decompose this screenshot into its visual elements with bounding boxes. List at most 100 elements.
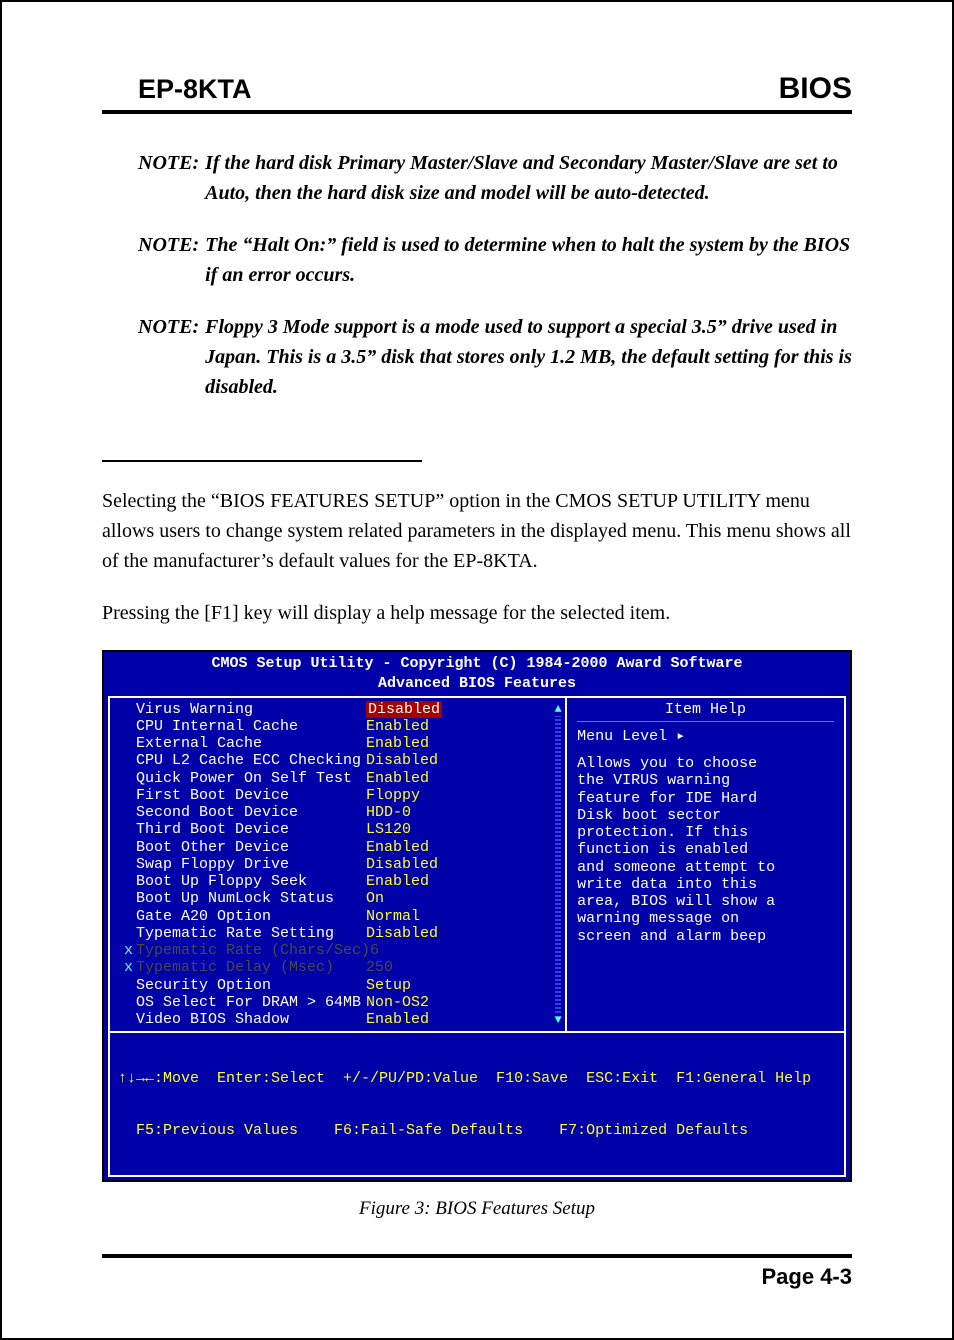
help-line: area, BIOS will show a [577, 893, 834, 910]
setting-value[interactable]: Enabled [366, 873, 429, 890]
setting-label: Security Option [136, 977, 366, 994]
row-prefix [124, 925, 136, 942]
note-item: NOTE: If the hard disk Primary Master/Sl… [138, 148, 852, 208]
setting-label: External Cache [136, 735, 366, 752]
row-prefix [124, 804, 136, 821]
setting-value[interactable]: Non-OS2 [366, 994, 429, 1011]
note-body: The “Halt On:” field is used to determin… [205, 230, 852, 290]
setting-value[interactable]: LS120 [366, 821, 411, 838]
setting-value[interactable]: Floppy [366, 787, 420, 804]
row-prefix [124, 787, 136, 804]
row-prefix [124, 770, 136, 787]
scrollbar-track[interactable] [555, 716, 561, 1014]
setting-value[interactable]: Enabled [366, 735, 429, 752]
document-page: EP-8KTA BIOS NOTE: If the hard disk Prim… [2, 2, 952, 1338]
row-prefix: x [124, 959, 136, 976]
note-item: NOTE: The “Halt On:” field is used to de… [138, 230, 852, 290]
help-body: Menu Level ▸ Allows you to choosethe VIR… [577, 722, 834, 945]
setting-value[interactable]: Normal [366, 908, 420, 925]
bios-setting-row[interactable]: Video BIOS ShadowEnabled [124, 1011, 559, 1028]
setting-value[interactable]: Disabled [366, 856, 438, 873]
bios-setting-row[interactable]: Gate A20 OptionNormal [124, 908, 559, 925]
setting-label: Virus Warning [136, 701, 366, 718]
bios-scrollbar[interactable]: ▲ ▼ [553, 704, 563, 1026]
setting-label: Video BIOS Shadow [136, 1011, 366, 1028]
setting-value[interactable]: HDD-0 [366, 804, 411, 821]
row-prefix [124, 1011, 136, 1028]
row-prefix [124, 890, 136, 907]
note-label: NOTE: [138, 312, 199, 402]
bios-setting-row[interactable]: Typematic Rate SettingDisabled [124, 925, 559, 942]
bios-settings-pane: Virus WarningDisabled CPU Internal Cache… [110, 698, 565, 1032]
row-prefix [124, 908, 136, 925]
footer-line1: ↑↓→←:Move Enter:Select +/-/PU/PD:Value F… [118, 1070, 836, 1087]
setting-value[interactable]: On [366, 890, 384, 907]
note-label: NOTE: [138, 148, 199, 208]
setting-label: Gate A20 Option [136, 908, 366, 925]
row-prefix [124, 977, 136, 994]
setting-value[interactable]: Disabled [366, 701, 442, 718]
row-prefix [124, 718, 136, 735]
note-label: NOTE: [138, 230, 199, 290]
help-line: Disk boot sector [577, 807, 834, 824]
setting-value[interactable]: Enabled [366, 839, 429, 856]
setting-value[interactable]: Enabled [366, 1011, 429, 1028]
bios-setting-row[interactable]: Second Boot DeviceHDD-0 [124, 804, 559, 821]
help-line: write data into this [577, 876, 834, 893]
help-line: warning message on [577, 910, 834, 927]
item-help-title: Item Help [577, 698, 834, 722]
setting-label: Swap Floppy Drive [136, 856, 366, 873]
bios-setting-row[interactable]: First Boot DeviceFloppy [124, 787, 559, 804]
setting-value[interactable]: Disabled [366, 925, 438, 942]
scroll-up-icon[interactable]: ▲ [553, 704, 563, 714]
header-section: BIOS [779, 72, 852, 106]
bios-setting-row[interactable]: Third Boot DeviceLS120 [124, 821, 559, 838]
bios-setting-row[interactable]: Quick Power On Self TestEnabled [124, 770, 559, 787]
bios-setting-row[interactable]: Swap Floppy DriveDisabled [124, 856, 559, 873]
setting-value[interactable]: Enabled [366, 770, 429, 787]
help-line: screen and alarm beep [577, 928, 834, 945]
scroll-down-icon[interactable]: ▼ [553, 1015, 563, 1025]
help-line: function is enabled [577, 841, 834, 858]
bios-setting-row[interactable]: Security OptionSetup [124, 977, 559, 994]
setting-value[interactable]: 250 [366, 959, 393, 976]
note-item: NOTE: Floppy 3 Mode support is a mode us… [138, 312, 852, 402]
help-line: protection. If this [577, 824, 834, 841]
setting-label: Boot Up NumLock Status [136, 890, 366, 907]
setting-value[interactable]: Enabled [366, 718, 429, 735]
section-divider [102, 460, 422, 462]
row-prefix [124, 821, 136, 838]
bios-content-area: Virus WarningDisabled CPU Internal Cache… [108, 696, 846, 1032]
body-paragraph: Pressing the [F1] key will display a hel… [102, 598, 852, 628]
bios-screenshot: CMOS Setup Utility - Copyright (C) 1984-… [102, 650, 852, 1182]
setting-label: CPU Internal Cache [136, 718, 366, 735]
bios-help-pane: Item Help Menu Level ▸ Allows you to cho… [565, 698, 844, 1032]
bios-setting-row[interactable]: xTypematic Delay (Msec)250 [124, 959, 559, 976]
header-rule [102, 110, 852, 114]
bios-setting-row[interactable]: Boot Other DeviceEnabled [124, 839, 559, 856]
bios-setting-row[interactable]: External CacheEnabled [124, 735, 559, 752]
header-model: EP-8KTA [138, 74, 252, 105]
setting-value[interactable]: 6 [370, 942, 379, 959]
bios-setting-row[interactable]: Boot Up NumLock StatusOn [124, 890, 559, 907]
bios-setting-row[interactable]: OS Select For DRAM > 64MBNon-OS2 [124, 994, 559, 1011]
setting-value[interactable]: Setup [366, 977, 411, 994]
setting-label: Boot Other Device [136, 839, 366, 856]
setting-label: Boot Up Floppy Seek [136, 873, 366, 890]
setting-label: Second Boot Device [136, 804, 366, 821]
figure-caption: Figure 3: BIOS Features Setup [102, 1198, 852, 1220]
bios-setting-row[interactable]: CPU Internal CacheEnabled [124, 718, 559, 735]
setting-value[interactable]: Disabled [366, 752, 438, 769]
bios-setting-row[interactable]: xTypematic Rate (Chars/Sec)6 [124, 942, 559, 959]
bios-setting-row[interactable]: CPU L2 Cache ECC CheckingDisabled [124, 752, 559, 769]
bios-setting-row[interactable]: Virus WarningDisabled [124, 701, 559, 718]
setting-label: Typematic Delay (Msec) [136, 959, 366, 976]
bios-title-line1: CMOS Setup Utility - Copyright (C) 1984-… [104, 652, 850, 672]
row-prefix [124, 994, 136, 1011]
setting-label: Quick Power On Self Test [136, 770, 366, 787]
notes-block: NOTE: If the hard disk Primary Master/Sl… [102, 148, 852, 402]
row-prefix: x [124, 942, 136, 959]
help-line: and someone attempt to [577, 859, 834, 876]
help-line: feature for IDE Hard [577, 790, 834, 807]
bios-setting-row[interactable]: Boot Up Floppy SeekEnabled [124, 873, 559, 890]
